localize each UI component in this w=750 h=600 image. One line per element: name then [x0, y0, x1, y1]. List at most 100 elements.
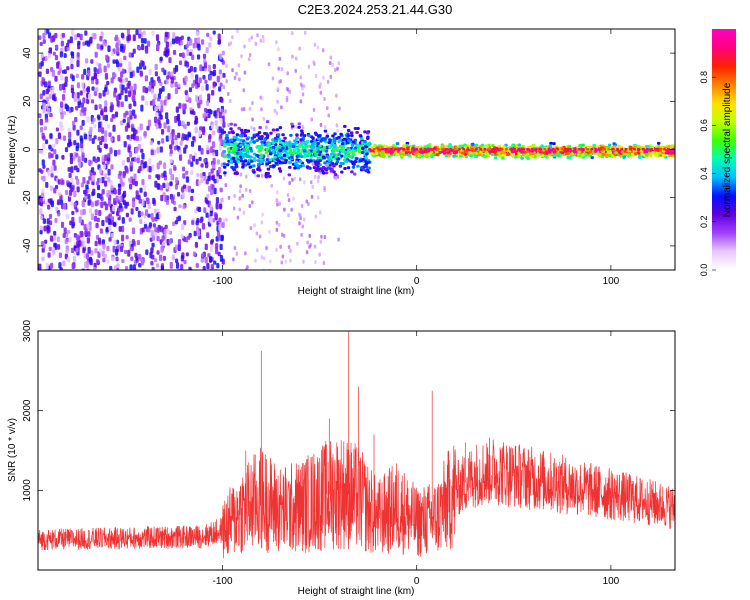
heatmap-cell	[551, 148, 555, 151]
heatmap-cell	[86, 223, 90, 230]
heatmap-cell	[140, 211, 144, 216]
heatmap-cell	[110, 77, 114, 84]
heatmap-cell	[122, 79, 126, 84]
heatmap-cell	[168, 57, 172, 64]
heatmap-cell	[667, 148, 671, 151]
heatmap-cell	[150, 230, 155, 237]
heatmap-cell	[110, 137, 114, 142]
heatmap-cell	[42, 102, 46, 108]
heatmap-cell	[280, 67, 284, 72]
heatmap-cell	[71, 210, 75, 216]
heatmap-cell	[73, 202, 77, 208]
heatmap-cell	[198, 94, 203, 101]
heatmap-cell	[181, 133, 185, 139]
heatmap-cell	[165, 182, 169, 189]
heatmap-cell	[639, 149, 643, 153]
heatmap-cell	[483, 155, 488, 159]
heatmap-cell	[248, 37, 251, 42]
heatmap-cell	[301, 125, 305, 130]
heatmap-cell	[630, 153, 635, 157]
heatmap-cell	[200, 39, 205, 45]
heatmap-cell	[140, 258, 144, 264]
heatmap-cell	[125, 235, 129, 240]
heatmap-cell	[220, 235, 224, 242]
heatmap-cell	[141, 152, 145, 160]
heatmap-cell	[41, 256, 45, 261]
heatmap-cell	[64, 147, 69, 153]
heatmap-cell	[186, 49, 190, 57]
heatmap-cell	[41, 192, 45, 199]
heatmap-cell	[178, 204, 182, 209]
heatmap-cell	[170, 71, 174, 77]
heatmap-cell	[95, 61, 99, 67]
heatmap-cell	[120, 32, 125, 39]
heatmap-cell	[98, 177, 102, 184]
heatmap-cell	[235, 251, 239, 256]
heatmap-cell	[353, 126, 358, 130]
heatmap-cell	[261, 34, 265, 39]
heatmap-cell	[197, 206, 202, 213]
heatmap-cell	[207, 113, 211, 119]
heatmap-cell	[423, 148, 427, 151]
heatmap-cell	[319, 82, 322, 87]
heatmap-cell	[42, 90, 46, 96]
heatmap-cell	[41, 76, 45, 82]
heatmap-cell	[62, 135, 67, 141]
snr-x-axis-label: Height of straight line (km)	[298, 586, 415, 597]
heatmap-cell	[255, 231, 259, 236]
heatmap-cell	[274, 161, 279, 165]
heatmap-cell	[208, 42, 212, 48]
heatmap-cell	[238, 134, 243, 138]
heatmap-cell	[84, 133, 88, 140]
heatmap-cell	[95, 222, 99, 229]
heatmap-cell	[194, 208, 198, 214]
heatmap-cell	[97, 251, 101, 258]
heatmap-cell	[239, 172, 243, 177]
heatmap-cell	[312, 166, 317, 170]
heatmap-cell	[183, 237, 187, 242]
heatmap-cell	[141, 95, 145, 101]
heatmap-cell	[119, 246, 124, 253]
heatmap-cell	[239, 128, 244, 132]
heatmap-cell	[194, 78, 199, 85]
heatmap-cell	[169, 149, 173, 154]
heatmap-cell	[111, 256, 115, 262]
heatmap-cell	[96, 43, 100, 50]
heatmap-cell	[92, 188, 96, 196]
heatmap-cell	[44, 55, 48, 62]
heatmap-cell	[50, 35, 54, 43]
heatmap-cell	[560, 151, 565, 155]
heatmap-cell	[496, 148, 500, 151]
heatmap-cell	[44, 117, 49, 123]
heatmap-cell	[222, 155, 227, 159]
heatmap-cell	[67, 39, 71, 44]
heatmap-cell	[83, 223, 87, 230]
heatmap-cell	[184, 90, 188, 96]
heatmap-cell	[104, 72, 109, 80]
heatmap-cell	[156, 250, 160, 255]
heatmap-cell	[141, 43, 145, 51]
heatmap-cell	[112, 59, 116, 64]
heatmap-cell	[147, 85, 152, 92]
heatmap-cell	[363, 130, 367, 134]
heatmap-cell	[97, 115, 101, 121]
heatmap-cell	[85, 184, 89, 190]
heatmap-cell	[310, 117, 314, 122]
heatmap-cell	[110, 117, 114, 123]
heatmap-cell	[500, 148, 504, 151]
heatmap-cell	[236, 154, 240, 158]
heatmap-cell	[92, 171, 96, 176]
heatmap-cell	[395, 153, 399, 157]
heatmap-cell	[269, 259, 272, 264]
heatmap-cell	[351, 149, 356, 153]
heatmap-cell	[214, 214, 218, 220]
snr-series-line	[38, 331, 675, 559]
heatmap-cell	[299, 213, 302, 218]
heatmap-cell	[214, 149, 219, 157]
heatmap-cell	[105, 216, 109, 223]
heatmap-cell	[241, 155, 246, 159]
heatmap-cell	[235, 151, 240, 155]
heatmap-cell	[170, 174, 174, 181]
heatmap-cell	[215, 197, 220, 204]
heatmap-cell	[57, 244, 61, 250]
